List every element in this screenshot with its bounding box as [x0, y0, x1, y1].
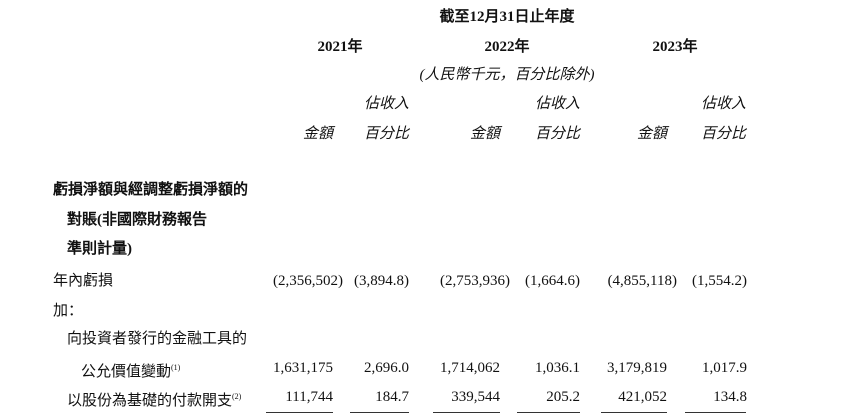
cell: (3,894.8) — [354, 273, 409, 289]
cell: 205.2 — [546, 389, 580, 405]
section-title: 虧損淨額與經調整虧損淨額的 — [53, 182, 249, 198]
cell: 1,036.1 — [535, 360, 580, 376]
cell: (1,664.6) — [525, 273, 580, 289]
year-2021: 2021年 — [317, 39, 363, 55]
cell: 111,744 — [285, 389, 333, 405]
period-heading: 截至12月31日止年度 — [439, 9, 575, 25]
underline — [517, 412, 580, 413]
row-label-add: 加： — [53, 303, 84, 319]
section-title: 準則計量) — [67, 241, 132, 257]
underline — [601, 412, 667, 413]
cell: 1,631,175 — [273, 360, 333, 376]
row-label: 向投資者發行的金融工具的 — [67, 331, 248, 347]
pct-header-2023: 佔收入 — [700, 96, 746, 112]
cell: 421,052 — [618, 389, 667, 405]
cell: (2,753,936) — [440, 273, 510, 289]
cell: (2,356,502) — [273, 273, 343, 289]
underline — [685, 412, 746, 413]
year-2022: 2022年 — [484, 39, 530, 55]
year-2023: 2023年 — [652, 39, 698, 55]
underline — [350, 412, 409, 413]
cell: 2,696.0 — [364, 360, 409, 376]
row-label: 年內虧損 — [53, 273, 114, 289]
pct-header-2021: 佔收入 — [363, 96, 409, 112]
pct-header2-2023: 百分比 — [700, 126, 746, 142]
cell: 339,544 — [451, 389, 500, 405]
cell: 1,017.9 — [702, 360, 747, 376]
section-title: 對賬(非國際財務報告 — [67, 212, 207, 228]
pct-header-2022: 佔收入 — [534, 96, 580, 112]
amount-header-2023: 金額 — [636, 126, 667, 142]
cell: (4,855,118) — [607, 273, 677, 289]
cell: 134.8 — [713, 389, 747, 405]
amount-header-2022: 金額 — [469, 126, 500, 142]
amount-header-2021: 金額 — [302, 126, 333, 142]
underline — [433, 412, 500, 413]
cell: 184.7 — [375, 389, 409, 405]
unit-note: (人民幣千元，百分比除外) — [419, 67, 595, 83]
row-label: 以股份為基礎的付款開支(2) — [67, 392, 242, 409]
cell: (1,554.2) — [692, 273, 747, 289]
cell: 3,179,819 — [607, 360, 667, 376]
pct-header2-2021: 百分比 — [363, 126, 409, 142]
cell: 1,714,062 — [440, 360, 500, 376]
underline — [266, 412, 333, 413]
row-label: 公允價值變動(1) — [81, 363, 181, 380]
pct-header2-2022: 百分比 — [534, 126, 580, 142]
